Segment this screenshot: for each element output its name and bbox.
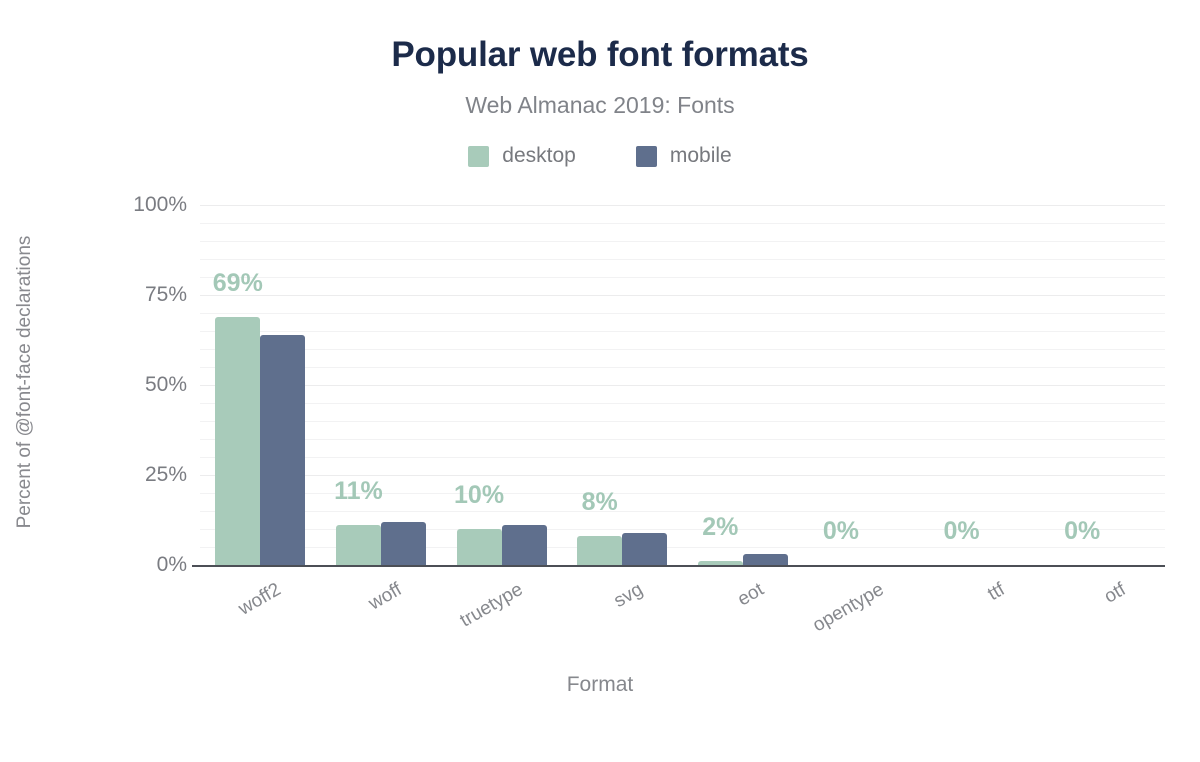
bar-value-label-woff2: 69% <box>212 268 263 297</box>
x-tick-label-woff: woff <box>365 579 406 615</box>
x-tick-label-eot: eot <box>733 579 768 611</box>
chart-title: Popular web font formats <box>391 35 809 74</box>
plot-area: 69% 11% 10% 8% 2% 0% 0% 0% <box>192 205 1165 567</box>
bar-mobile-eot[interactable] <box>742 554 788 565</box>
legend-swatch-desktop <box>468 145 490 167</box>
gridline-minor <box>200 277 1165 278</box>
gridline-minor <box>200 223 1165 224</box>
gridline-major <box>200 205 1165 206</box>
bar-desktop-truetype[interactable] <box>456 529 502 565</box>
gridline-major <box>200 385 1165 386</box>
bar-group <box>818 205 908 565</box>
gridline-minor <box>200 241 1165 242</box>
gridline-minor <box>200 403 1165 404</box>
legend-item-desktop[interactable]: desktop <box>468 142 576 170</box>
x-axis-line <box>192 565 1165 567</box>
bar-value-label-svg: 8% <box>581 488 618 517</box>
chart-container: Popular web font formats Web Almanac 201… <box>0 35 1200 696</box>
bar-mobile-woff[interactable] <box>380 521 426 565</box>
bar-desktop-eot[interactable] <box>697 561 743 565</box>
bar-group <box>939 205 1029 565</box>
bar-mobile-woff2[interactable] <box>260 334 306 565</box>
chart-subtitle: Web Almanac 2019: Fonts <box>465 92 735 118</box>
legend-item-mobile[interactable]: mobile <box>635 142 732 170</box>
gridline-minor <box>200 529 1165 530</box>
gridline-minor <box>200 421 1165 422</box>
gridline-minor <box>200 493 1165 494</box>
gridline-minor <box>200 313 1165 314</box>
x-tick-label-otf: otf <box>1100 579 1130 608</box>
x-tick-label-svg: svg <box>610 579 647 612</box>
bar-value-label-eot: 2% <box>702 513 739 542</box>
y-tick-label: 25% <box>144 463 187 486</box>
gridline-minor <box>200 259 1165 260</box>
gridline-minor <box>200 547 1165 548</box>
bar-group <box>215 205 306 565</box>
bar-desktop-woff2[interactable] <box>215 316 261 565</box>
gridline-minor <box>200 457 1165 458</box>
legend-label-desktop: desktop <box>502 144 576 167</box>
chart-legend: desktop mobile <box>0 142 1200 170</box>
bars-layer: 69% 11% 10% 8% 2% 0% 0% 0% <box>200 205 1165 565</box>
x-tick-label-truetype: truetype <box>456 579 527 632</box>
bar-group <box>335 205 426 565</box>
bar-group <box>456 205 547 565</box>
bar-value-label-woff: 11% <box>334 477 383 506</box>
y-tick-label: 0% <box>156 553 187 576</box>
y-tick-label: 50% <box>144 373 187 396</box>
gridline-minor <box>200 439 1165 440</box>
y-tick-label: 75% <box>144 283 187 306</box>
bar-value-label-truetype: 10% <box>454 481 505 509</box>
bar-mobile-truetype[interactable] <box>501 525 547 565</box>
y-tick-label: 100% <box>133 193 187 216</box>
x-tick-label-opentype: opentype <box>809 579 888 637</box>
legend-label-mobile: mobile <box>669 144 732 167</box>
gridline-major <box>200 295 1165 296</box>
bar-desktop-woff[interactable] <box>335 525 381 565</box>
bar-desktop-svg[interactable] <box>577 536 623 565</box>
bar-value-label-opentype: 0% <box>822 517 859 545</box>
bar-group <box>1060 205 1150 565</box>
x-tick-label-woff2: woff2 <box>235 579 285 620</box>
gridline-minor <box>200 511 1165 512</box>
gridline-minor <box>200 367 1165 368</box>
bar-group <box>577 205 668 565</box>
gridline-minor <box>200 331 1165 332</box>
bar-group <box>697 205 788 565</box>
bar-value-label-ttf: 0% <box>943 517 980 545</box>
bar-value-label-otf: 0% <box>1064 517 1101 545</box>
gridline-major <box>200 475 1165 476</box>
gridline-minor <box>200 349 1165 350</box>
x-tick-label-ttf: ttf <box>984 579 1009 606</box>
gridlines <box>200 205 1165 565</box>
bar-mobile-svg[interactable] <box>622 532 668 565</box>
y-axis-title: Percent of @font-face declarations <box>14 235 35 529</box>
x-axis-title: Format <box>566 673 634 696</box>
legend-swatch-mobile <box>635 145 657 167</box>
